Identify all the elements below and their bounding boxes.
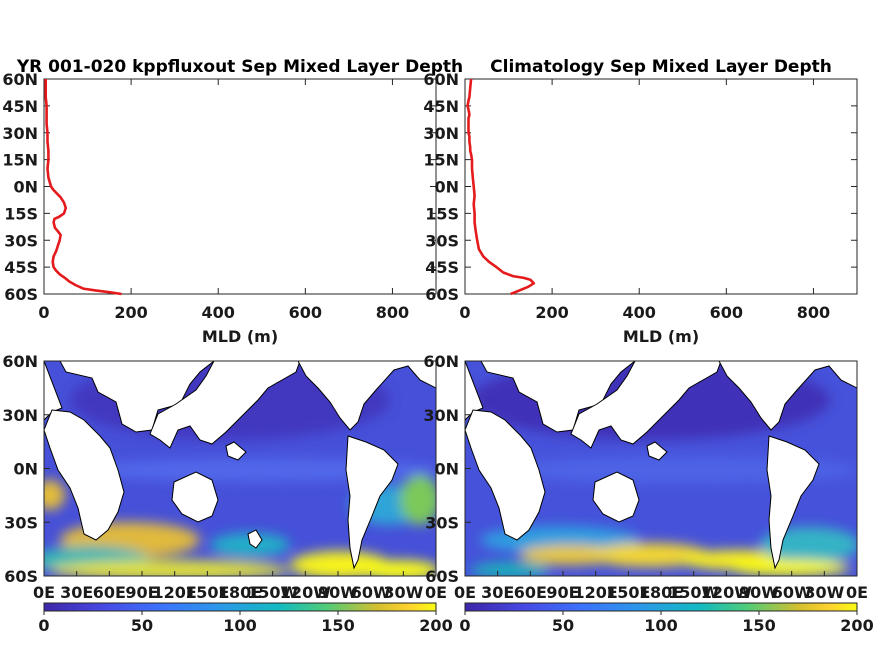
plot-frame [43,78,437,295]
colorbar-tick-label: 150 [742,616,775,635]
colorbar-tick-label: 50 [552,616,574,635]
y-tick-label: 30S [425,231,459,250]
mld-profile-line [44,79,122,296]
x-axis-label: MLD (m) [623,327,699,346]
y-tick-label: 0N [434,178,459,197]
x-tick-label: 60E [93,583,126,602]
y-tick-label: 45S [425,258,459,277]
y-tick-label: 15N [423,151,459,170]
colorbar-tick-label: 100 [223,616,256,635]
x-tick-label: 120E [574,583,618,602]
colorbar-tick-label: 100 [644,616,677,635]
x-tick-label: 800 [797,303,830,322]
mld-map-right: 60N 30N 0N 30S 60S 0E 30E 60E 90E120E150E180E15… [423,352,868,602]
profile-chart-left: YR 001-020 kppfluxout Sep Mixed Layer De… [2,57,463,346]
y-tick-label: 30S [425,513,459,532]
x-tick-label: 800 [376,303,409,322]
y-tick-label: 30S [4,231,38,250]
map-field [465,361,857,576]
profile-chart-right: Climatology Sep Mixed Layer Depth 60N 45N… [423,57,858,346]
continent-outlines [44,361,436,570]
plot-frame [464,78,858,295]
x-tick-label: 0E [846,583,868,602]
x-tick-label: 90W [318,583,358,602]
x-tick-label: 120E [153,583,197,602]
y-tick-label: 60S [425,567,459,586]
x-tick-label: 90W [739,583,779,602]
colorbar-right: 0 50 100 150 200 [459,602,874,635]
x-tick-label: 200 [114,303,147,322]
y-tick-label: 60S [4,567,38,586]
x-tick-label: 60W [772,583,812,602]
x-tick-label: 200 [535,303,568,322]
x-tick-label: 90E [125,583,158,602]
y-tick-label: 15S [425,204,459,223]
x-tick-label: 60W [351,583,391,602]
colorbar-tick-label: 200 [840,616,873,635]
x-tick-label: 90E [546,583,579,602]
y-tick-label: 60N [423,70,459,89]
y-tick-label: 30N [2,124,38,143]
x-tick-label: 600 [289,303,322,322]
chart-title: YR 001-020 kppfluxout Sep Mixed Layer De… [16,57,463,77]
colorbar-tick-label: 200 [419,616,452,635]
y-tick-label: 30N [423,406,459,425]
x-tick-label: 150E [606,583,650,602]
x-tick-label: 600 [710,303,743,322]
y-tick-label: 60N [423,352,459,371]
x-axis-label: MLD (m) [202,327,278,346]
y-tick-label: 15S [4,204,38,223]
y-tick-label: 30N [2,406,38,425]
y-tick-label: 45N [2,97,38,116]
x-tick-label: 30W [383,583,423,602]
x-tick-label: 180E [639,583,683,602]
x-tick-label: 0E [425,583,447,602]
colorbar-tick-label: 0 [38,616,49,635]
x-tick-label: 30E [481,583,514,602]
y-tick-label: 15N [2,151,38,170]
y-tick-label: 60N [2,352,38,371]
colorbar-gradient [464,602,858,612]
y-tick-label: 45S [4,258,38,277]
x-tick-label: 0E [454,583,476,602]
x-tick-label: 400 [202,303,235,322]
y-tick-label: 30S [4,513,38,532]
continent-outlines [465,361,857,570]
x-tick-label: 120W [701,583,752,602]
x-tick-label: 60E [514,583,547,602]
x-tick-label: 150E [185,583,229,602]
chart-title: Climatology Sep Mixed Layer Depth [490,57,832,77]
x-tick-label: 150W [247,583,298,602]
y-tick-label: 45N [423,97,459,116]
colorbar-left: 0 50 100 150 200 [38,602,453,635]
colorbar-tick-label: 50 [131,616,153,635]
map-field [44,361,436,576]
y-tick-label: 30N [423,124,459,143]
colorbar-tick-label: 150 [321,616,354,635]
x-tick-label: 0E [33,583,55,602]
x-tick-label: 30E [60,583,93,602]
y-tick-label: 0N [434,460,459,479]
mld-map-left: 60N 30N 0N 30S 60S 0E 30E 60E 90E120E150E180E15… [2,352,447,602]
x-tick-label: 30W [804,583,844,602]
x-tick-label: 150W [668,583,719,602]
colorbar-tick-label: 0 [459,616,470,635]
y-tick-label: 60S [425,285,459,304]
y-tick-label: 0N [13,460,38,479]
colorbar-gradient [43,602,437,612]
y-tick-label: 60N [2,70,38,89]
y-tick-label: 0N [13,178,38,197]
y-tick-label: 60S [4,285,38,304]
x-tick-label: 0 [38,303,49,322]
x-tick-label: 120W [280,583,331,602]
x-tick-label: 400 [623,303,656,322]
x-tick-label: 0 [459,303,470,322]
x-tick-label: 180E [218,583,262,602]
mld-profile-line [466,78,536,296]
